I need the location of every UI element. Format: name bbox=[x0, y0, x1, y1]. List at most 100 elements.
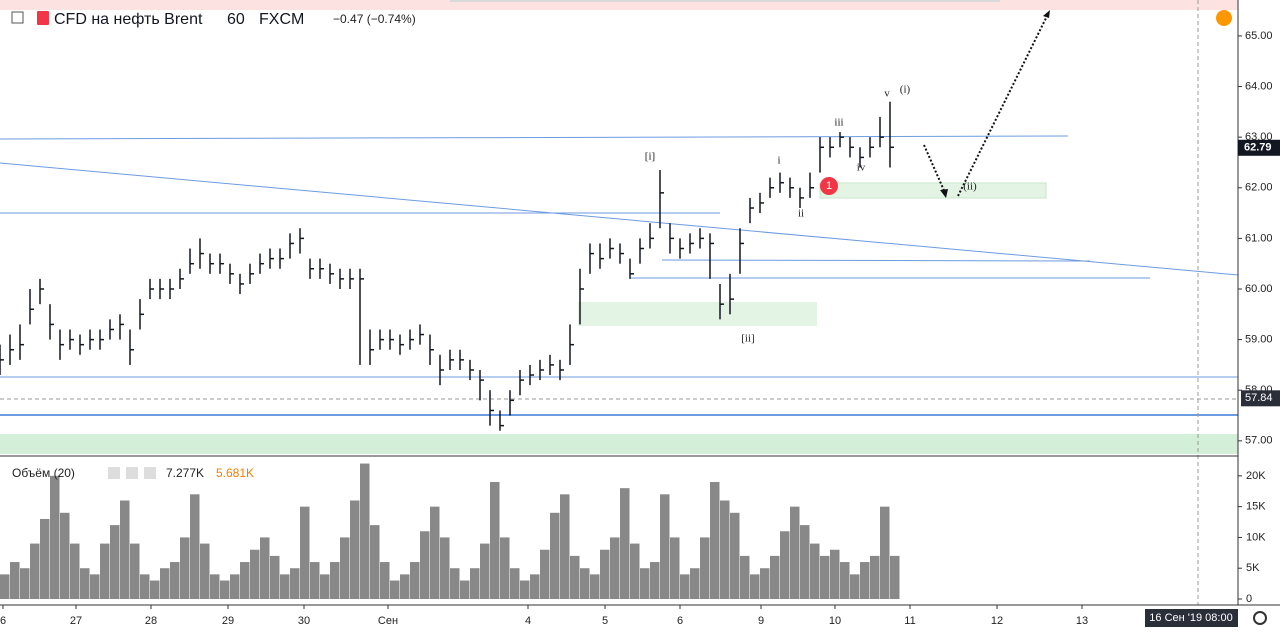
arrow-head bbox=[1043, 10, 1050, 18]
volume-bar bbox=[130, 543, 140, 599]
wave-label: i bbox=[777, 155, 780, 167]
y-tick-label: 20K bbox=[1246, 470, 1266, 482]
volume-bar bbox=[390, 580, 400, 599]
volume-bar bbox=[200, 543, 210, 599]
volume-bar bbox=[310, 562, 320, 599]
settings-gear[interactable] bbox=[1253, 611, 1267, 625]
x-tick-label: Сен bbox=[378, 615, 398, 627]
volume-bar bbox=[410, 562, 420, 599]
y-tick-label: 15K bbox=[1246, 501, 1266, 513]
time-badge bbox=[1145, 609, 1238, 627]
volume-bar bbox=[330, 562, 340, 599]
volume-bar bbox=[100, 543, 110, 599]
x-tick-label: 12 bbox=[991, 615, 1003, 627]
symbol-icon bbox=[37, 11, 49, 25]
volume-bar bbox=[710, 482, 720, 599]
volume-bar bbox=[220, 580, 230, 599]
y-tick-label: 61.00 bbox=[1245, 232, 1273, 244]
wave-label: iv bbox=[857, 162, 866, 174]
x-tick-label: 30 bbox=[298, 615, 310, 627]
close-icon[interactable] bbox=[144, 467, 156, 479]
volume-bar bbox=[500, 537, 510, 599]
volume-bar bbox=[870, 555, 880, 599]
volume-bar bbox=[150, 580, 160, 599]
volume-bar bbox=[740, 555, 750, 599]
volume-bar bbox=[40, 518, 50, 599]
y-tick-label: 57.00 bbox=[1245, 435, 1273, 447]
volume-bar bbox=[840, 562, 850, 599]
exchange[interactable]: FXCM bbox=[259, 11, 304, 28]
volume-bar bbox=[140, 574, 150, 599]
volume-bar bbox=[0, 574, 10, 599]
x-tick-label: 5 bbox=[602, 615, 608, 627]
volume-bar bbox=[190, 494, 200, 599]
volume-bar bbox=[90, 574, 100, 599]
volume-bar bbox=[460, 580, 470, 599]
volume-bar bbox=[290, 568, 300, 599]
volume-bar bbox=[860, 562, 870, 599]
marker[interactable] bbox=[820, 177, 838, 195]
eye-icon[interactable] bbox=[108, 467, 120, 479]
volume-bar bbox=[400, 574, 410, 599]
volume-bar bbox=[10, 562, 20, 599]
volume-bar bbox=[490, 482, 500, 599]
x-tick-label: 9 bbox=[758, 615, 764, 627]
volume-bar bbox=[70, 543, 80, 599]
volume-bar bbox=[810, 543, 820, 599]
volume-bar bbox=[720, 500, 730, 599]
volume-bar bbox=[850, 574, 860, 599]
volume-bar bbox=[640, 568, 650, 599]
x-tick-label: 11 bbox=[904, 615, 915, 627]
volume-bar bbox=[350, 500, 360, 599]
zone bbox=[819, 182, 1047, 199]
interval[interactable]: 60 bbox=[227, 11, 245, 28]
volume-value: 7.277K bbox=[166, 466, 204, 480]
marker-label[interactable]: 1 bbox=[826, 180, 832, 192]
volume-bar bbox=[450, 568, 460, 599]
change: −0.47 (−0.74%) bbox=[333, 12, 416, 26]
volume-bar bbox=[270, 555, 280, 599]
volume-bar bbox=[30, 543, 40, 599]
last-price-badge bbox=[1238, 139, 1280, 156]
warning-icon[interactable] bbox=[1216, 10, 1232, 26]
x-tick-label: 27 bbox=[70, 615, 82, 627]
wave-label: (i) bbox=[900, 84, 911, 96]
volume-bar bbox=[750, 574, 760, 599]
settings-icon[interactable] bbox=[126, 467, 138, 479]
volume-bar bbox=[590, 574, 600, 599]
wave-label: (ii) bbox=[963, 181, 977, 193]
arrow bbox=[923, 144, 947, 196]
symbol[interactable]: CFD на нефть Brent bbox=[54, 11, 203, 28]
volume-bar bbox=[830, 549, 840, 599]
forecast bbox=[923, 13, 1049, 197]
h-line bbox=[0, 135, 1069, 140]
x-tick-label: 13 bbox=[1076, 615, 1088, 627]
volume-bar bbox=[180, 537, 190, 599]
wave-label: [i] bbox=[645, 151, 655, 163]
volume-bar bbox=[300, 506, 310, 599]
wave-label: iii bbox=[834, 117, 843, 129]
volume-bar bbox=[470, 568, 480, 599]
y-tick-label: 59.00 bbox=[1245, 334, 1273, 346]
volume-bar bbox=[50, 475, 60, 599]
volume-bar bbox=[820, 555, 830, 599]
volume-bar bbox=[60, 512, 70, 599]
volume-bar bbox=[630, 543, 640, 599]
volume-bar bbox=[780, 531, 790, 599]
volume-bar bbox=[580, 568, 590, 599]
volume-bar bbox=[480, 543, 490, 599]
volume-bar bbox=[170, 562, 180, 599]
volume-bar bbox=[510, 568, 520, 599]
collapse-icon[interactable] bbox=[11, 11, 24, 24]
volume-bar bbox=[620, 488, 630, 599]
volume-bar bbox=[250, 549, 260, 599]
volume-bar bbox=[610, 537, 620, 599]
volume-bar bbox=[370, 525, 380, 599]
x-tick-label: 6 bbox=[677, 615, 683, 627]
volume-bar bbox=[340, 537, 350, 599]
volume-bar bbox=[120, 500, 130, 599]
volume-bar bbox=[650, 562, 660, 599]
crosshair-price: 57.84 bbox=[1245, 392, 1273, 404]
wave-label: [ii] bbox=[741, 333, 754, 345]
